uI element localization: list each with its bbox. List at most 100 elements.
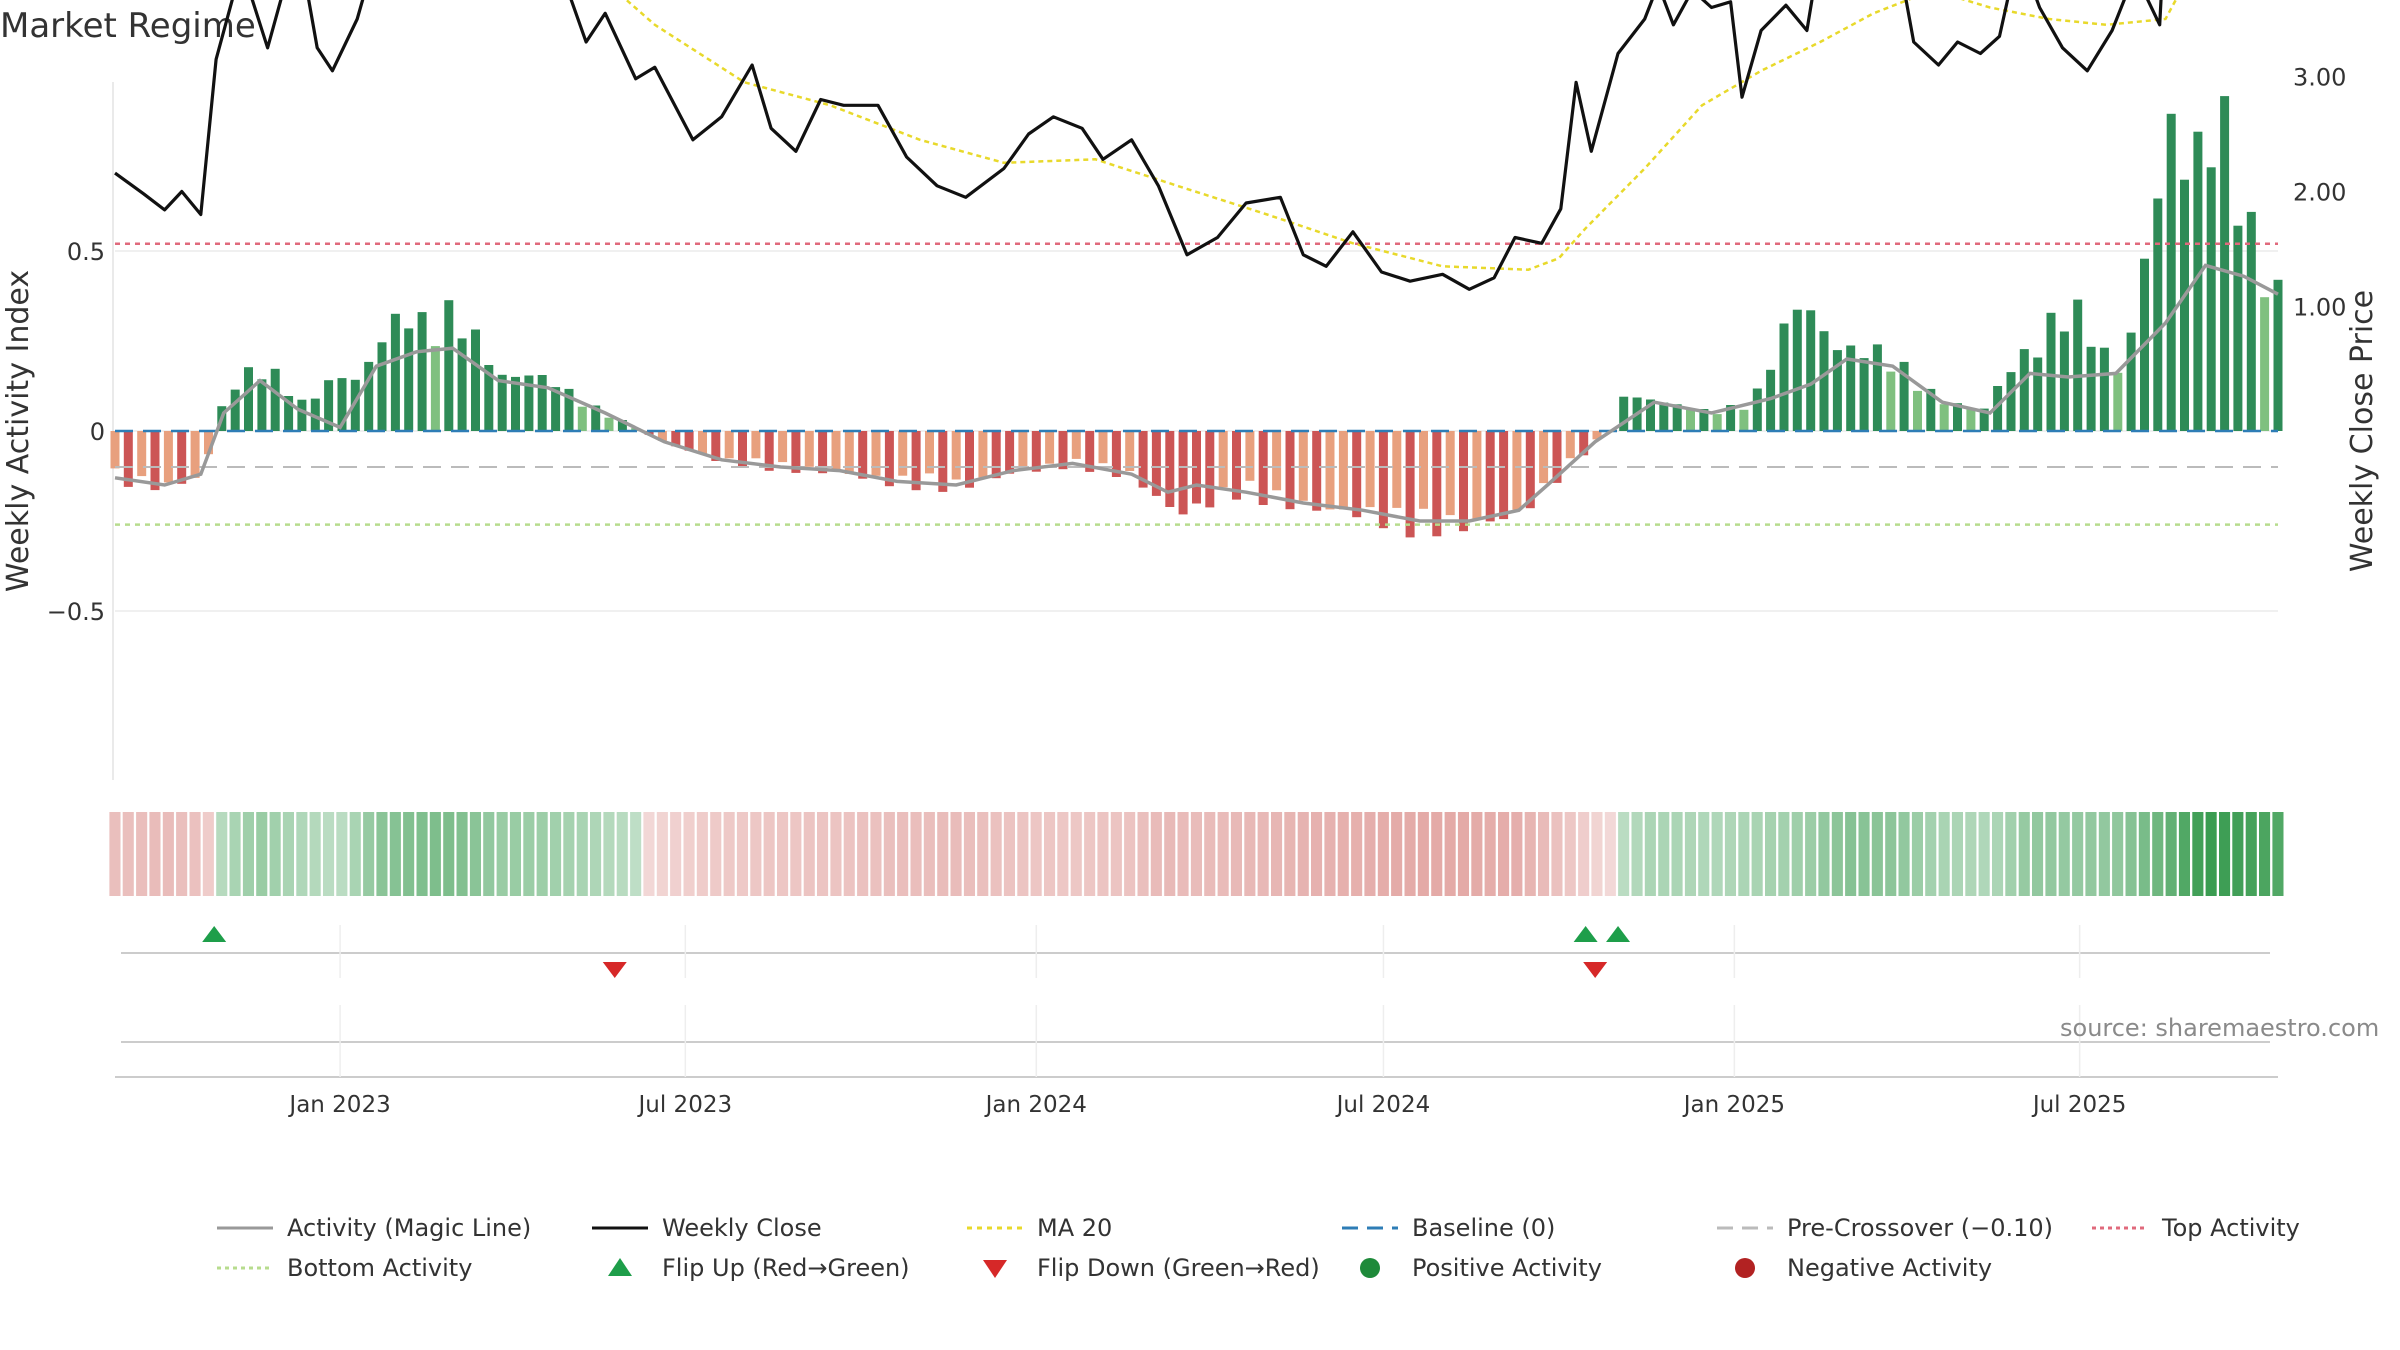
activity-bar [1712,414,1722,431]
heat-strip-cell [162,812,174,896]
activity-bar [617,420,627,431]
heat-strip-cell [817,812,829,896]
heat-strip-cell [1724,812,1736,896]
activity-bar [310,398,320,431]
activity-bar [350,379,360,431]
activity-bar [1592,431,1602,440]
activity-bar [1966,408,1976,431]
activity-bar [524,375,534,431]
activity-bar [751,431,761,459]
activity-bar [2206,167,2216,432]
heat-strip-cell [2005,812,2017,896]
heat-strip-cell [1337,812,1349,896]
heat-strip-cell [736,812,748,896]
heat-strip-cell [2165,812,2177,896]
activity-bar [791,431,801,473]
activity-bar [818,431,828,474]
activity-bar [1245,431,1255,481]
activity-bar [844,431,854,474]
heat-strip-cell [603,812,615,896]
activity-bar [1886,371,1896,431]
activity-bar [2126,332,2136,431]
heat-strip-cell [1457,812,1469,896]
activity-bar [1819,331,1829,431]
left-tick-label-2: −0.5 [47,598,105,626]
activity-bar [1686,410,1695,431]
activity-bar [2086,346,2096,431]
heat-strip-cell [2085,812,2097,896]
right-axis-label: Weekly Close Price [2345,290,2380,572]
flip-down-triangle-icon [983,1260,1007,1278]
heat-strip-cell [1257,812,1269,896]
heat-strip-cell [843,812,855,896]
activity-bar [430,346,440,431]
heat-strip-cell [643,812,655,896]
heat-strip-cell [202,812,214,896]
activity-bar [938,431,948,492]
heat-strip-cell [1230,812,1242,896]
heat-strip-cell [1911,812,1923,896]
activity-bar [1472,431,1482,520]
heat-strip-cell [1711,812,1723,896]
activity-bar [1619,396,1629,431]
right-tick-label-4: 2.00 [2293,179,2346,207]
activity-bar [2059,331,2069,431]
activity-bar [123,431,133,487]
activity-bar [1005,431,1015,474]
heat-strip-cell [1124,812,1136,896]
activity-bar [177,431,187,484]
activity-bar [2220,96,2230,431]
activity-bar [724,431,734,459]
heat-strip-cell [1778,812,1790,896]
activity-bar [137,431,147,477]
activity-bar [1111,431,1121,477]
activity-bar [1459,431,1468,532]
heat-strip-cell [443,812,455,896]
heat-strip-cell [1992,812,2004,896]
activity-bar [244,367,253,431]
activity-bar [898,431,908,476]
heat-strip-cell [1351,812,1363,896]
heat-strip-cell [830,812,842,896]
legend-item-top-activity: Top Activity [2090,1213,2320,1243]
activity-bar [591,405,601,431]
activity-bar [2033,357,2043,431]
heat-strip-cell [1444,812,1456,896]
legend-swatch-weekly-close [592,1226,648,1230]
heat-strip-cell [1084,812,1096,896]
legend-item-baseline: Baseline (0) [1340,1213,1715,1243]
heat-strip-cell [1965,812,1977,896]
heat-strip-cell [122,812,134,896]
activity-bar [698,431,707,454]
heat-strip-cell [1805,812,1817,896]
activity-bar [1646,399,1655,431]
heat-strip-cell [363,812,375,896]
activity-bar [1298,431,1308,501]
activity-bar [1979,408,1989,431]
activity-bar [1018,431,1028,470]
heat-strip-cell [1871,812,1883,896]
heat-strip-cell [1044,812,1056,896]
heat-strip-cell [1484,812,1496,896]
heat-strip-cell [1511,812,1523,896]
activity-bar [1953,403,1962,431]
flip-up-marker [1606,926,1631,942]
activity-bar [1218,431,1228,488]
heat-strip-cell [216,812,228,896]
heat-strip-cell [977,812,989,896]
heat-strip-cell [2098,812,2110,896]
activity-bar [284,396,294,431]
heat-strip-cell [109,812,121,896]
heat-strip-cell [1978,812,1990,896]
heat-strip-cell [2205,812,2217,896]
heat-strip-cell [2232,812,2244,896]
activity-bar [2153,198,2163,431]
heat-strip-cell [1244,812,1256,896]
heat-strip-cell [790,812,802,896]
activity-bar [2180,179,2189,431]
activity-bar [204,431,213,455]
heat-strip-cell [1070,812,1082,896]
flip-up-triangle-icon [608,1258,632,1276]
heat-strip-cell [136,812,148,896]
heat-strip-cell [1271,812,1283,896]
